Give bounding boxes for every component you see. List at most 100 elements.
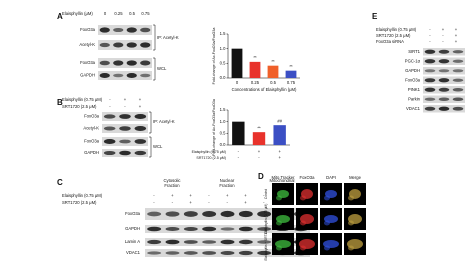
cell [300,220,306,226]
y-tick-label: 0.5 [220,130,226,135]
blot-band [202,251,217,255]
blot-band [257,250,272,256]
blot-band [134,126,147,131]
blot-band [202,211,217,217]
cell [300,195,306,201]
blot-band [119,114,131,119]
blot-strip [98,40,152,50]
blot-band [452,69,464,73]
blot-band [220,239,235,245]
wcl-label: WCL [153,144,163,149]
blot-band [147,211,162,217]
treatment-label: Elaisphyllin (0.75 μM) [192,150,226,154]
sign: + [278,149,281,154]
sign: + [455,33,458,38]
blot-band [238,250,253,256]
blot-band [424,78,436,83]
blot-band [140,42,151,48]
blot-band [99,42,110,48]
sign: - [153,193,155,198]
panel-label: C [57,178,63,187]
blot-row-label: GAPDH [405,68,420,73]
sign: - [263,193,265,198]
sign: + [258,149,261,154]
blot-band [103,139,116,144]
sign: + [171,193,174,198]
sign: - [442,33,444,38]
blot-band [147,251,162,255]
bar [232,121,245,145]
blot-band [140,60,151,66]
blot-row-label: GAPDH [125,226,140,231]
sign: - [153,200,155,205]
blot-row-label: Acetyl-K [83,126,99,131]
blot-band [119,150,131,156]
blot-band [103,150,116,156]
row-label: Elaisphyllin + SRT1720 [264,227,268,260]
panel-label: A [57,12,63,21]
blot-band [452,50,464,54]
column-header: DAPI [326,175,336,180]
column-header: Merge [349,175,362,180]
blot-band [424,87,436,92]
blot-strip [98,71,152,80]
blot-band [438,59,450,64]
cell [300,245,306,251]
blot-band [113,60,124,66]
blot-band [220,250,235,256]
blot-row-label: GAPDH [84,150,99,155]
blot-band [126,73,137,78]
blot-band [126,42,137,48]
sign: + [455,27,458,32]
blot-band [238,210,253,218]
blot-band [438,78,450,83]
sign: - [429,39,431,44]
treatment-label: SRT1720 (2.5 μM) [376,33,411,38]
blot-band [424,69,436,73]
blot-row-label: Acetyl-K [79,42,95,47]
sign: + [442,27,445,32]
blot-row-label: FoxO3a [80,60,96,65]
blot-band [257,240,272,244]
ip-label: IP: Acetyl-K [153,119,175,124]
blot-band [119,139,131,144]
sign: - [429,27,431,32]
y-tick-label: 1.0 [220,46,226,51]
sign: - [238,149,240,154]
cell [276,220,282,226]
cell [276,195,282,201]
sign: - [226,200,228,205]
blot-band [134,150,147,156]
sign: - [172,200,174,205]
sign: + [189,193,192,198]
blot-row-label: FoxO3a [405,77,421,82]
x-tick-label: 0.75 [287,80,296,85]
sign: + [189,200,192,205]
dose-label: 0.5 [129,11,135,16]
y-axis-label: Fold-change of Ac-FoxO3a/FoxO3a [212,99,216,156]
bar [252,132,266,145]
sign: + [278,155,281,160]
sign: + [244,193,247,198]
blot-band [183,251,198,255]
blot-band [126,60,137,66]
x-axis-label: Concentrations of Elaisphyllin (μM) [232,87,297,92]
blot-row-label: SIRT1 [408,49,420,54]
dose-label: 0.25 [114,11,123,16]
column-header: FoxO3a [300,175,316,180]
bar [231,48,243,78]
x-tick-label: 0.25 [251,80,260,85]
blot-band [103,126,116,131]
fraction-header: Fraction [219,183,235,188]
blot-strip [98,58,152,68]
blot-row-label: VDAC1 [126,250,141,255]
blot-band [99,60,110,66]
blot-band [438,106,450,111]
blot-band [99,27,110,33]
blot-row-label: Parkin [408,96,421,101]
treatment-label: Elaisphyllin (0.75 μM) [62,97,103,102]
blot-band [113,27,124,33]
fraction-header: Fraction [164,183,180,188]
blot-band [165,239,180,245]
blot-band [183,240,198,244]
